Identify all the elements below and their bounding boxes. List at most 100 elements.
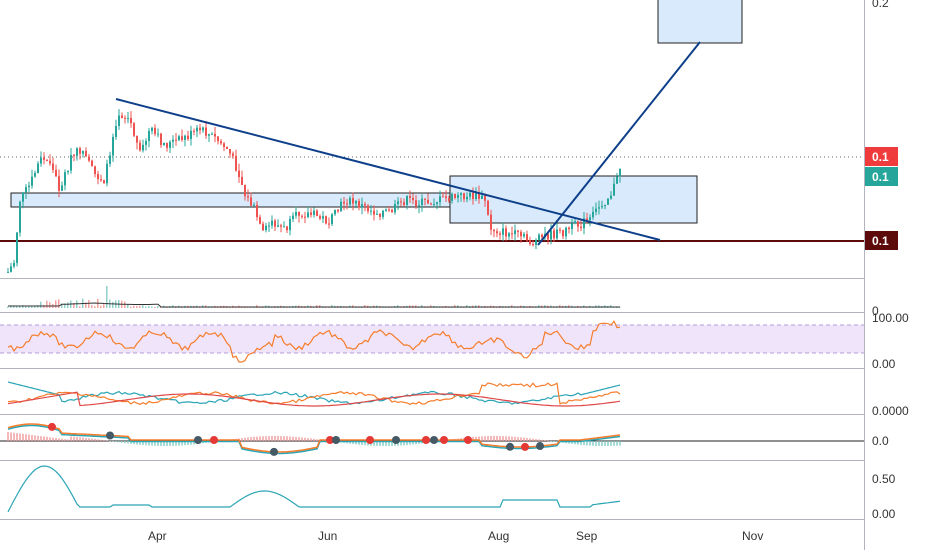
macd-cross-dot	[422, 436, 430, 444]
volume-bar	[133, 305, 135, 308]
macd-histogram-bar	[304, 437, 306, 441]
candle-body	[451, 193, 453, 201]
macd-histogram-bar	[511, 436, 513, 441]
macd-histogram-bar	[193, 441, 195, 445]
macd-histogram-bar	[166, 441, 168, 446]
candle-body	[7, 271, 9, 273]
candle-body	[76, 148, 78, 156]
volume-bar	[127, 303, 129, 308]
macd-histogram-bar	[535, 439, 537, 441]
volume-ma-line	[8, 302, 620, 308]
candle-body	[307, 212, 309, 218]
macd-histogram-bar	[85, 437, 87, 441]
macd-cross-dot	[210, 436, 218, 444]
candle-body	[202, 127, 204, 131]
volume-bar	[49, 302, 51, 308]
candle-body	[490, 214, 492, 230]
volume-bar	[34, 305, 36, 308]
macd-histogram-bar	[391, 441, 393, 446]
volume-pane[interactable]	[7, 286, 621, 308]
macd-histogram-bar	[7, 432, 9, 441]
candle-body	[436, 202, 438, 204]
candle-body	[313, 210, 315, 215]
candle-body	[487, 200, 489, 215]
dmi-pane[interactable]	[7, 381, 621, 407]
macd-histogram-bar	[613, 441, 615, 446]
candle-body	[289, 219, 291, 231]
macd-histogram-bar	[400, 441, 402, 446]
candle-body	[511, 233, 513, 235]
ascending-trendline[interactable]	[537, 41, 701, 246]
macd-histogram-bar	[487, 436, 489, 441]
macd-histogram-bar	[22, 433, 24, 441]
candle-body	[244, 184, 246, 197]
macd-histogram-bar	[610, 441, 612, 446]
candle-body	[274, 220, 276, 227]
macd-histogram-bar	[538, 439, 540, 441]
macd-histogram-bar	[295, 436, 297, 441]
volume-bar	[151, 306, 153, 308]
candle-body	[151, 127, 153, 131]
candle-body	[526, 234, 528, 241]
macd-pane[interactable]	[0, 422, 864, 456]
price-pane[interactable]	[0, 0, 864, 273]
candle-body	[88, 156, 90, 161]
candle-body	[34, 172, 36, 177]
candle-body	[319, 216, 321, 219]
candle-body	[169, 141, 171, 148]
candle-body	[412, 197, 414, 201]
candle-body	[106, 163, 108, 184]
dmi-adx-line	[7, 391, 621, 407]
candle-body	[331, 214, 333, 224]
macd-histogram-bar	[274, 436, 276, 441]
candle-body	[160, 133, 162, 146]
macd-histogram-bar	[502, 436, 504, 441]
candle-body	[277, 225, 279, 227]
macd-histogram-bar	[124, 441, 126, 444]
macd-histogram-bar	[148, 441, 150, 446]
fifth-indicator-pane[interactable]	[7, 465, 621, 513]
target-box[interactable]	[657, 0, 743, 44]
macd-histogram-bar	[517, 437, 519, 441]
candle-body	[481, 195, 483, 199]
candle-body	[298, 211, 300, 216]
macd-histogram-bar	[619, 441, 621, 446]
macd-cross-dot	[440, 436, 448, 444]
price-axis[interactable]: 0.2 0.1 0.1 0.1 0 100.00 0.00 0.0000 0.0…	[865, 0, 909, 521]
macd-histogram-bar	[241, 438, 243, 441]
candle-body	[79, 148, 81, 154]
macd-histogram-bar	[64, 439, 66, 441]
macd-histogram-bar	[256, 436, 258, 441]
rsi-pane[interactable]	[0, 320, 864, 363]
candle-body	[283, 226, 285, 228]
candle-body	[460, 193, 462, 195]
volume-bar	[79, 306, 81, 308]
candle-body	[475, 192, 477, 200]
candle-body	[619, 168, 621, 177]
last-price-badge	[865, 147, 898, 166]
macd-cross-dot	[366, 436, 374, 444]
macd-cross-dot	[106, 431, 114, 440]
volume-bar	[130, 306, 132, 308]
candle-body	[592, 211, 594, 218]
candle-body	[241, 176, 243, 185]
candle-body	[502, 228, 504, 235]
macd-histogram-bar	[505, 436, 507, 441]
candle-body	[565, 227, 567, 237]
macd-histogram-bar	[472, 436, 474, 441]
candle-body	[352, 197, 354, 204]
macd-histogram-bar	[253, 436, 255, 441]
candle-body	[31, 176, 33, 186]
candle-body	[499, 233, 501, 235]
volume-bar	[136, 305, 138, 308]
macd-histogram-bar	[154, 441, 156, 446]
time-axis[interactable]: Apr Jun Aug Sep Nov	[148, 529, 763, 543]
macd-histogram-bar	[598, 441, 600, 446]
descending-trendline[interactable]	[115, 98, 661, 241]
candle-body	[235, 155, 237, 171]
macd-histogram-bar	[103, 440, 105, 441]
macd-histogram-bar	[52, 437, 54, 441]
candle-body	[457, 194, 459, 198]
